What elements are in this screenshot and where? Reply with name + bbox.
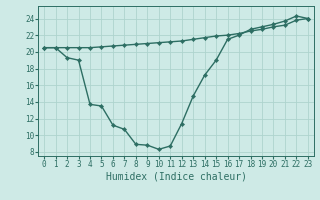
X-axis label: Humidex (Indice chaleur): Humidex (Indice chaleur) bbox=[106, 172, 246, 182]
